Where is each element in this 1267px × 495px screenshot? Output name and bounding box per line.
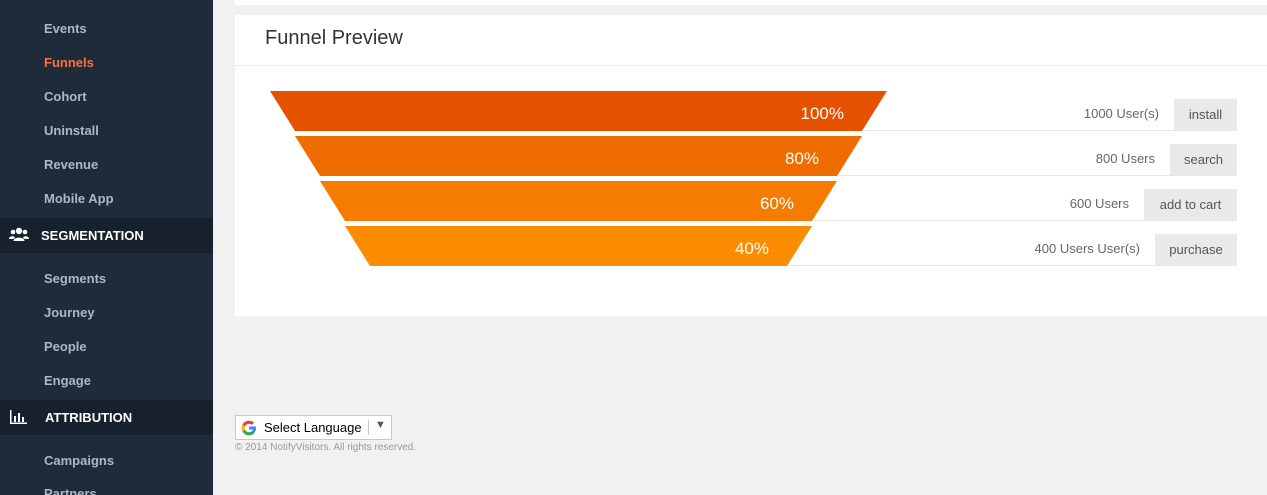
funnel-segment-add-to-cart: [320, 181, 837, 221]
funnel-users-count: 600 Users: [1069, 196, 1129, 211]
sidebar-item-journey[interactable]: Journey: [44, 305, 95, 320]
google-icon: [240, 419, 258, 442]
funnel-preview-panel: Funnel Preview 100% 80% 60% 40% install 1000…: [235, 15, 1267, 316]
funnel-step-button[interactable]: search: [1170, 144, 1237, 175]
panel-title: Funnel Preview: [265, 27, 403, 49]
bar-chart-icon: [9, 408, 29, 429]
sidebar-item-cohort[interactable]: Cohort: [44, 89, 87, 104]
funnel-percent-label: 80%: [785, 149, 819, 168]
language-select-label: Select Language: [264, 420, 362, 435]
copyright-text: © 2014 NotifyVisitors. All rights reserv…: [235, 442, 417, 453]
sidebar-item-funnels[interactable]: Funnels: [44, 55, 94, 70]
funnel-row-line: [862, 130, 1237, 131]
funnel-percent-label: 100%: [801, 104, 844, 123]
funnel-users-count: 400 Users User(s): [1034, 241, 1140, 256]
funnel-segment-install: [270, 91, 887, 131]
funnel-users-count: 800 Users: [1095, 151, 1155, 166]
funnel-percent-label: 60%: [760, 194, 794, 213]
sidebar: Events Funnels Cohort Uninstall Revenue …: [0, 0, 213, 495]
sidebar-item-revenue[interactable]: Revenue: [44, 157, 99, 172]
sidebar-section-label: ATTRIBUTION: [45, 410, 133, 425]
sidebar-item-campaigns[interactable]: Campaigns: [44, 453, 115, 468]
sidebar-section-attribution[interactable]: ATTRIBUTION: [0, 400, 213, 435]
funnel-step-button[interactable]: purchase: [1155, 234, 1237, 265]
funnel-users-count: 1000 User(s): [1083, 106, 1159, 121]
sidebar-item-mobile-app[interactable]: Mobile App: [44, 191, 114, 206]
sidebar-item-engage[interactable]: Engage: [44, 373, 91, 388]
sidebar-item-segments[interactable]: Segments: [44, 271, 107, 286]
sidebar-section-label: SEGMENTATION: [41, 228, 144, 243]
funnel-percent-label: 40%: [735, 239, 769, 258]
sidebar-item-uninstall[interactable]: Uninstall: [44, 123, 99, 138]
sidebar-item-people[interactable]: People: [44, 339, 87, 354]
users-icon: [9, 226, 29, 247]
funnel-row-line: [787, 265, 1237, 266]
funnel-segment-search: [295, 136, 862, 176]
sidebar-item-events[interactable]: Events: [44, 21, 87, 36]
language-select[interactable]: Select Language ▼: [235, 415, 392, 440]
funnel-segment-purchase: [345, 226, 812, 266]
panel-divider: [235, 65, 1267, 66]
sidebar-section-segmentation[interactable]: SEGMENTATION: [0, 218, 213, 253]
funnel-step-button[interactable]: add to cart: [1144, 189, 1237, 220]
funnel-row-line: [812, 220, 1237, 221]
sidebar-item-partners[interactable]: Partners: [44, 486, 97, 495]
dropdown-arrow-icon: ▼: [375, 419, 386, 431]
funnel-step-button[interactable]: install: [1174, 99, 1237, 130]
funnel-row-line: [837, 175, 1237, 176]
top-panel-edge: [235, 0, 1267, 5]
funnel-chart: 100% 80% 60% 40%: [270, 91, 887, 266]
select-divider: [368, 420, 369, 435]
